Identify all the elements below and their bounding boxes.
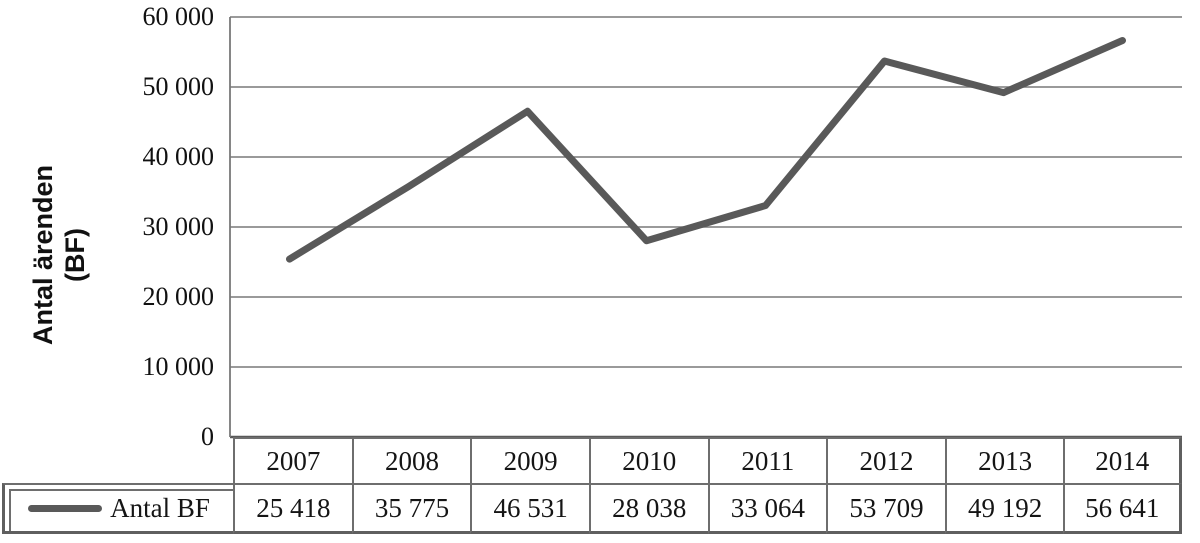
year-header-cell: 2008 xyxy=(351,437,471,483)
year-header-cell: 2010 xyxy=(588,437,708,483)
value-cell: 35 775 xyxy=(351,483,471,534)
value-cell: 53 709 xyxy=(826,483,945,534)
y-tick-label: 30 000 xyxy=(142,212,215,241)
value-cell: 56 641 xyxy=(1063,483,1182,534)
year-header-cell: 2007 xyxy=(233,437,352,483)
value-cell: 25 418 xyxy=(233,483,352,534)
year-header-cell: 2011 xyxy=(707,437,827,483)
year-header-cell: 2012 xyxy=(826,437,945,483)
y-tick-label: 40 000 xyxy=(142,142,215,171)
value-cell: 28 038 xyxy=(588,483,708,534)
year-header-cell: 2009 xyxy=(470,437,589,483)
y-tick-label: 50 000 xyxy=(142,72,215,101)
series-line xyxy=(286,37,1126,263)
y-tick-label: 10 000 xyxy=(142,352,215,381)
value-cell: 49 192 xyxy=(944,483,1064,534)
y-tick-label: 0 xyxy=(201,422,214,451)
year-header-cell: 2014 xyxy=(1063,437,1182,483)
series-legend-label: Antal BF xyxy=(110,492,210,523)
year-header-cell: 2013 xyxy=(944,437,1064,483)
y-tick-label: 20 000 xyxy=(142,282,215,311)
series-line-swatch-icon xyxy=(28,504,103,512)
table-spacer-cell xyxy=(2,437,233,483)
value-cell: 46 531 xyxy=(470,483,589,534)
y-tick-label: 60 000 xyxy=(142,2,215,31)
value-cell: 33 064 xyxy=(707,483,827,534)
data-table: 2007 2008 2009 2010 2011 2012 2013 2014 Antal B… xyxy=(2,437,1182,534)
legend-cell: Antal BF xyxy=(2,483,233,534)
